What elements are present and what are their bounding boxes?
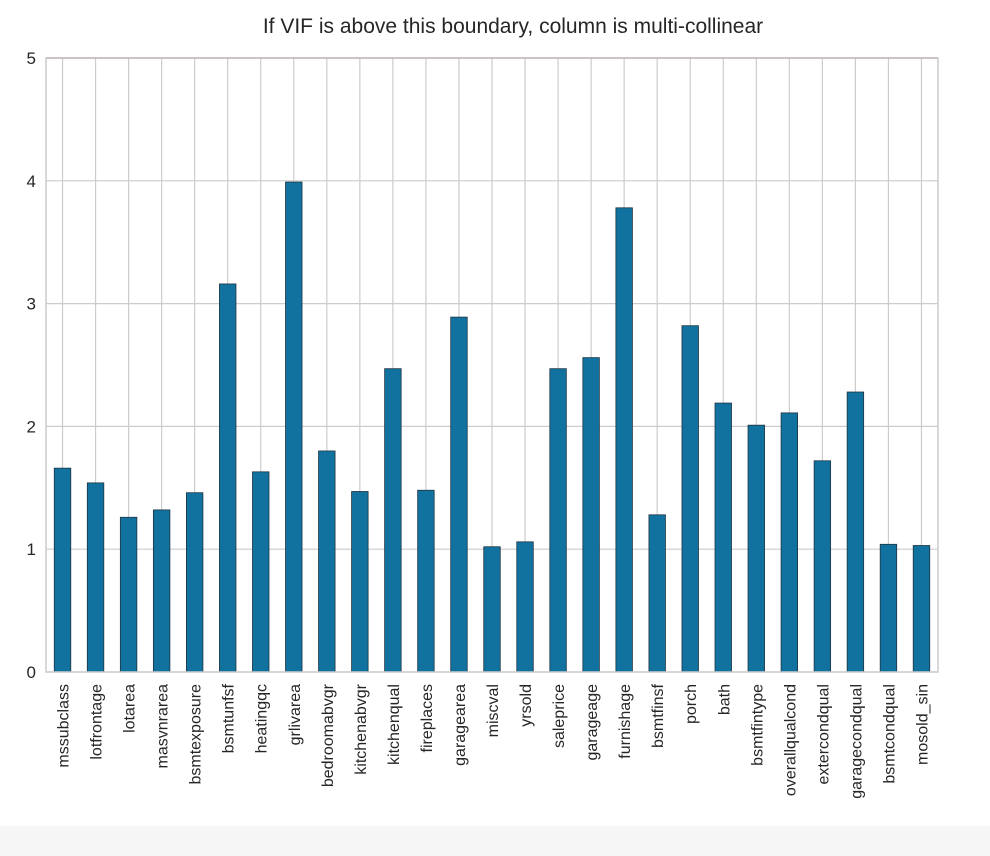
chart-title: If VIF is above this boundary, column is… bbox=[263, 15, 763, 38]
x-tick-label: furnishage bbox=[617, 684, 634, 759]
x-axis: mssubclass lotfrontage lotarea masvnrarea bs… bbox=[56, 683, 932, 798]
bar-bsmtcondqual bbox=[879, 543, 898, 673]
x-tick-label: extercondqual bbox=[815, 684, 832, 785]
x-tick-label: bsmtexposure bbox=[188, 684, 205, 785]
bar-porch bbox=[681, 325, 699, 673]
bar-kitchenabvgr bbox=[351, 491, 369, 673]
bar-garageage bbox=[582, 357, 600, 673]
bar-furnishage bbox=[615, 207, 633, 673]
y-tick-label: 1 bbox=[27, 540, 36, 559]
x-tick-label: kitchenqual bbox=[386, 684, 403, 765]
bar-yrsold bbox=[516, 541, 534, 673]
bar-bsmtfintype bbox=[747, 424, 765, 673]
bar-bsmtexposure bbox=[186, 492, 204, 673]
x-tick-label: mosold_sin bbox=[914, 684, 931, 765]
bar-miscval bbox=[483, 546, 501, 673]
y-axis: 0 1 2 3 4 5 bbox=[27, 49, 36, 682]
bar-grlivarea bbox=[285, 181, 303, 673]
bar-heatingqc bbox=[252, 471, 270, 673]
bar-saleprice bbox=[549, 368, 567, 673]
y-tick-label: 4 bbox=[27, 172, 36, 191]
bar-garagearea bbox=[450, 316, 468, 673]
footer-strip bbox=[0, 826, 990, 856]
y-tick-label: 0 bbox=[27, 663, 36, 682]
bar-masvnrarea bbox=[152, 509, 171, 673]
bar-lotarea bbox=[119, 516, 138, 673]
bar-garagecondqual bbox=[846, 391, 865, 673]
y-tick-label: 2 bbox=[27, 417, 36, 436]
vif-bar-chart: If VIF is above this boundary, column is… bbox=[27, 15, 939, 799]
bar-kitchenqual bbox=[384, 368, 402, 673]
x-tick-label: bath bbox=[716, 684, 733, 715]
x-tick-label: bedroomabvgr bbox=[320, 683, 337, 787]
bar-bsmtfinsf bbox=[648, 514, 666, 673]
bar-mssubclass bbox=[53, 467, 72, 673]
x-tick-label: fireplaces bbox=[419, 684, 436, 752]
bar-bedroomabvgr bbox=[318, 450, 336, 673]
bar-bsmtunfsf bbox=[219, 283, 237, 673]
bars bbox=[53, 181, 931, 673]
x-tick-label: kitchenabvgr bbox=[353, 683, 370, 774]
x-tick-label: garagearea bbox=[452, 684, 469, 766]
x-tick-label: overallqualcond bbox=[782, 684, 799, 796]
x-tick-label: bsmtunfsf bbox=[221, 683, 238, 753]
x-tick-label: porch bbox=[683, 684, 700, 724]
bar-bath bbox=[714, 402, 732, 673]
x-tick-label: garagecondqual bbox=[848, 684, 865, 799]
x-tick-label: bsmtfintype bbox=[749, 684, 766, 766]
bar-lotfrontage bbox=[86, 482, 105, 673]
x-tick-label: miscval bbox=[485, 684, 502, 737]
x-tick-label: garageage bbox=[584, 684, 601, 761]
x-tick-label: bsmtfinsf bbox=[650, 683, 667, 748]
x-tick-label: lotfrontage bbox=[89, 684, 106, 760]
x-tick-label: masvnrarea bbox=[155, 684, 172, 769]
x-tick-label: grlivarea bbox=[287, 684, 304, 745]
x-tick-label: heatingqc bbox=[254, 684, 271, 753]
x-tick-label: lotarea bbox=[122, 684, 139, 733]
y-tick-label: 5 bbox=[27, 49, 36, 68]
bar-mosold_sin bbox=[912, 545, 931, 673]
x-tick-label: bsmtcondqual bbox=[881, 684, 898, 784]
x-tick-label: yrsold bbox=[518, 684, 535, 727]
bar-overallqualcond bbox=[780, 412, 798, 673]
x-tick-label: mssubclass bbox=[56, 684, 73, 768]
bar-extercondqual bbox=[813, 460, 832, 673]
plot-frame bbox=[45, 57, 939, 673]
bar-fireplaces bbox=[417, 489, 435, 673]
y-tick-label: 3 bbox=[27, 295, 36, 314]
x-tick-label: saleprice bbox=[551, 684, 568, 748]
